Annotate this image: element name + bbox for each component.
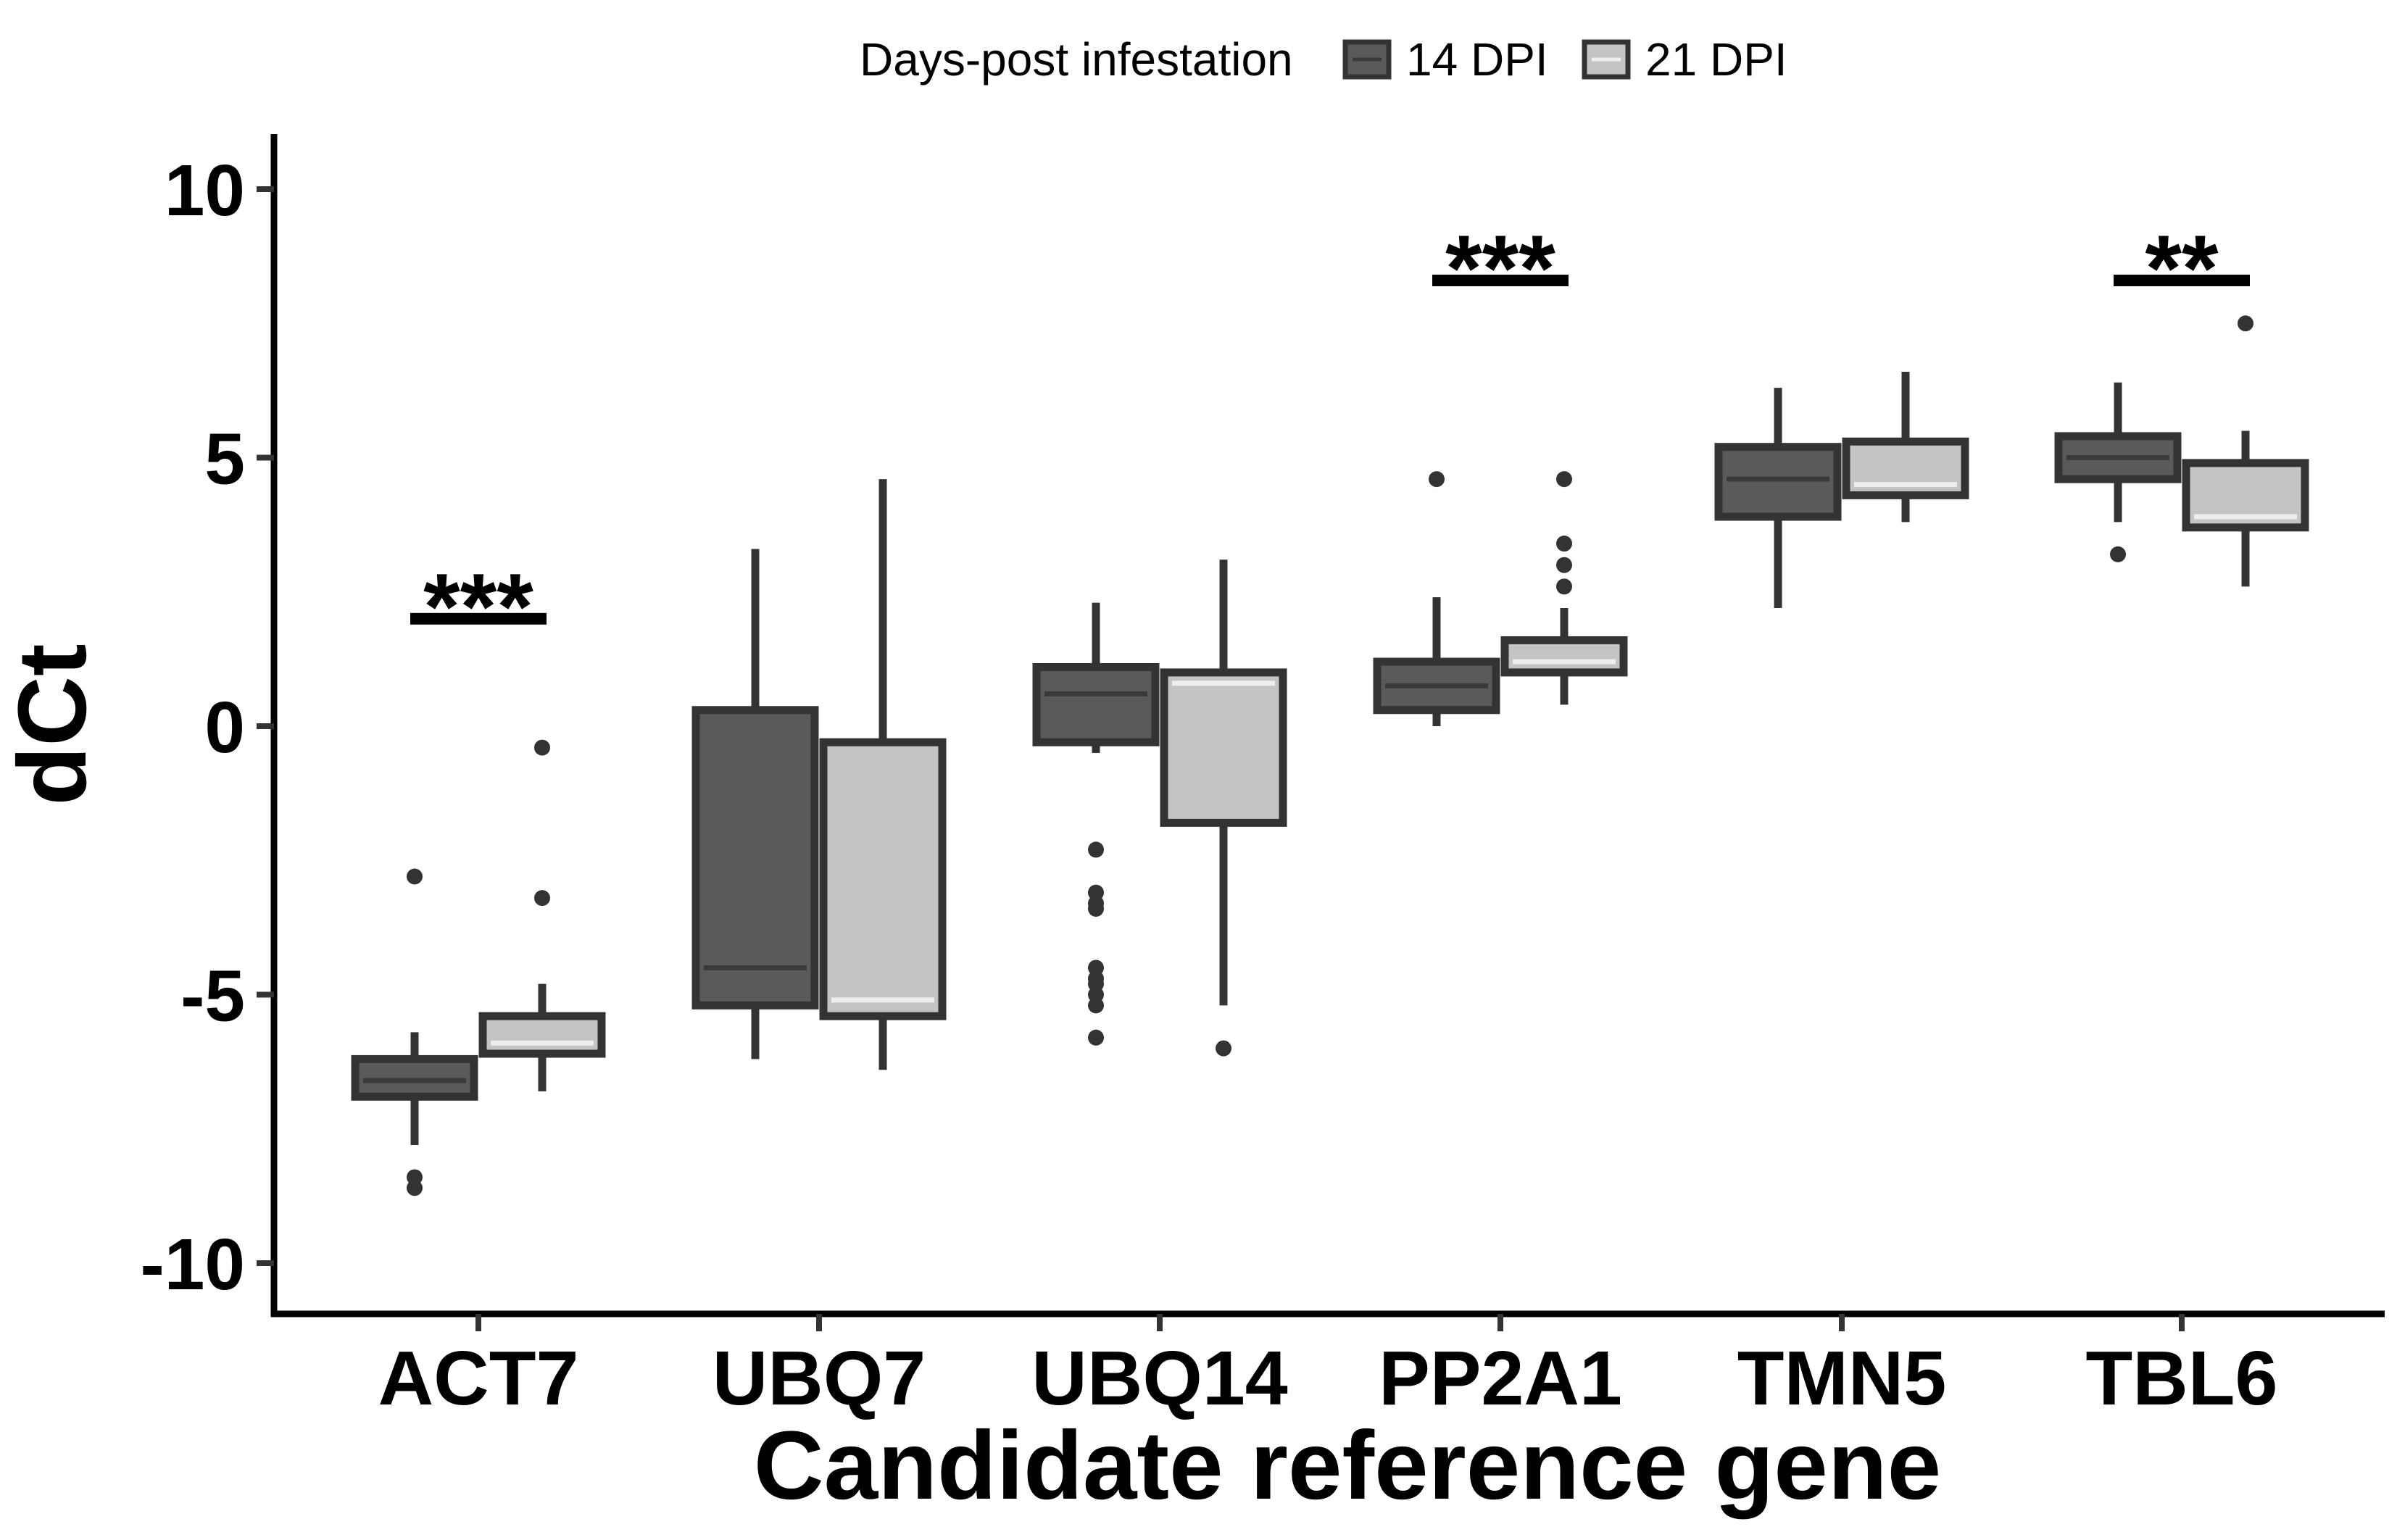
outlier-point bbox=[407, 1180, 423, 1196]
box-tbl6-21-dpi bbox=[2182, 315, 2309, 587]
y-tick-label: 10 bbox=[165, 150, 245, 231]
significance-bar bbox=[2114, 274, 2250, 286]
box-tbl6-14-dpi bbox=[2054, 382, 2182, 562]
significance-annotations: ****** ** bbox=[410, 215, 2250, 659]
significance-label: *** bbox=[1445, 215, 1555, 321]
box-iqr bbox=[478, 1012, 606, 1058]
legend-label: 14 DPI bbox=[1406, 33, 1548, 86]
significance-label: *** bbox=[423, 554, 533, 659]
y-tick-label: -10 bbox=[140, 1224, 245, 1305]
box-tmn5-14-dpi bbox=[1714, 388, 1842, 608]
outlier-point bbox=[1556, 536, 1572, 552]
box-series bbox=[351, 315, 2309, 1196]
outlier-point bbox=[1556, 578, 1572, 595]
legend-entry-14-dpi: 14 DPI bbox=[1342, 33, 1548, 86]
outlier-point bbox=[2238, 315, 2253, 332]
box-iqr bbox=[1032, 662, 1160, 746]
outlier-point bbox=[407, 868, 423, 885]
box-pp2a1-14-dpi bbox=[1373, 471, 1500, 726]
box-ubq7-21-dpi bbox=[819, 479, 947, 1070]
outlier-point bbox=[2110, 546, 2126, 562]
outlier-point bbox=[1556, 557, 1572, 573]
box-iqr bbox=[351, 1054, 478, 1101]
legend: Days-post infestation 14 DPI 21 DPI bbox=[860, 33, 1787, 86]
box-ubq7-14-dpi bbox=[691, 549, 819, 1060]
significance-pp2a1: *** bbox=[1432, 215, 1569, 321]
legend-entry-21-dpi: 21 DPI bbox=[1582, 33, 1787, 86]
significance-bar bbox=[410, 612, 547, 625]
outlier-point bbox=[534, 739, 550, 756]
x-tick-label: UBQ7 bbox=[713, 1336, 926, 1421]
x-tick-label: TMN5 bbox=[1737, 1336, 1947, 1421]
box-iqr bbox=[1500, 636, 1628, 677]
y-tick-label: 0 bbox=[204, 687, 245, 768]
outlier-point bbox=[1088, 900, 1104, 917]
x-tick-label: PP2A1 bbox=[1379, 1336, 1622, 1421]
significance-tbl6: ** bbox=[2114, 215, 2250, 321]
legend-label: 21 DPI bbox=[1645, 33, 1787, 86]
y-axis-title: dCt bbox=[0, 644, 107, 805]
outlier-point bbox=[1088, 1029, 1104, 1046]
outlier-point bbox=[1088, 841, 1104, 858]
outlier-point bbox=[1216, 1040, 1231, 1057]
outlier-point bbox=[534, 890, 550, 907]
box-pp2a1-21-dpi bbox=[1500, 471, 1628, 705]
box-iqr bbox=[819, 738, 947, 1020]
legend-title: Days-post infestation bbox=[860, 33, 1293, 86]
outlier-point bbox=[1556, 471, 1572, 488]
y-axis: 10 5 0 -5 -10 bbox=[140, 134, 278, 1317]
x-tick-label: ACT7 bbox=[378, 1336, 579, 1421]
box-tmn5-21-dpi bbox=[1842, 371, 1969, 523]
box-ubq14-21-dpi bbox=[1160, 559, 1287, 1057]
x-tick-label: UBQ14 bbox=[1031, 1336, 1288, 1421]
significance-bar bbox=[1432, 274, 1569, 286]
x-axis: ACT7 UBQ7 UBQ14 PP2A1 TMN5 TBL6 bbox=[271, 1310, 2385, 1421]
box-iqr bbox=[691, 706, 819, 1010]
box-ubq14-14-dpi bbox=[1032, 602, 1160, 1046]
x-tick-label: TBL6 bbox=[2086, 1336, 2278, 1421]
y-tick-label: -5 bbox=[180, 956, 245, 1037]
x-axis-title: Candidate reference gene bbox=[754, 1412, 1941, 1520]
box-iqr bbox=[1160, 668, 1287, 827]
outlier-point bbox=[1429, 471, 1445, 488]
box-iqr bbox=[1842, 437, 1969, 499]
box-act7-14-dpi bbox=[351, 868, 478, 1196]
significance-act7: *** bbox=[410, 554, 547, 659]
outlier-point bbox=[1088, 997, 1104, 1014]
box-act7-21-dpi bbox=[478, 739, 606, 1091]
y-tick-label: 5 bbox=[204, 419, 245, 500]
box-iqr bbox=[1714, 443, 1842, 521]
significance-label: ** bbox=[2145, 215, 2219, 321]
